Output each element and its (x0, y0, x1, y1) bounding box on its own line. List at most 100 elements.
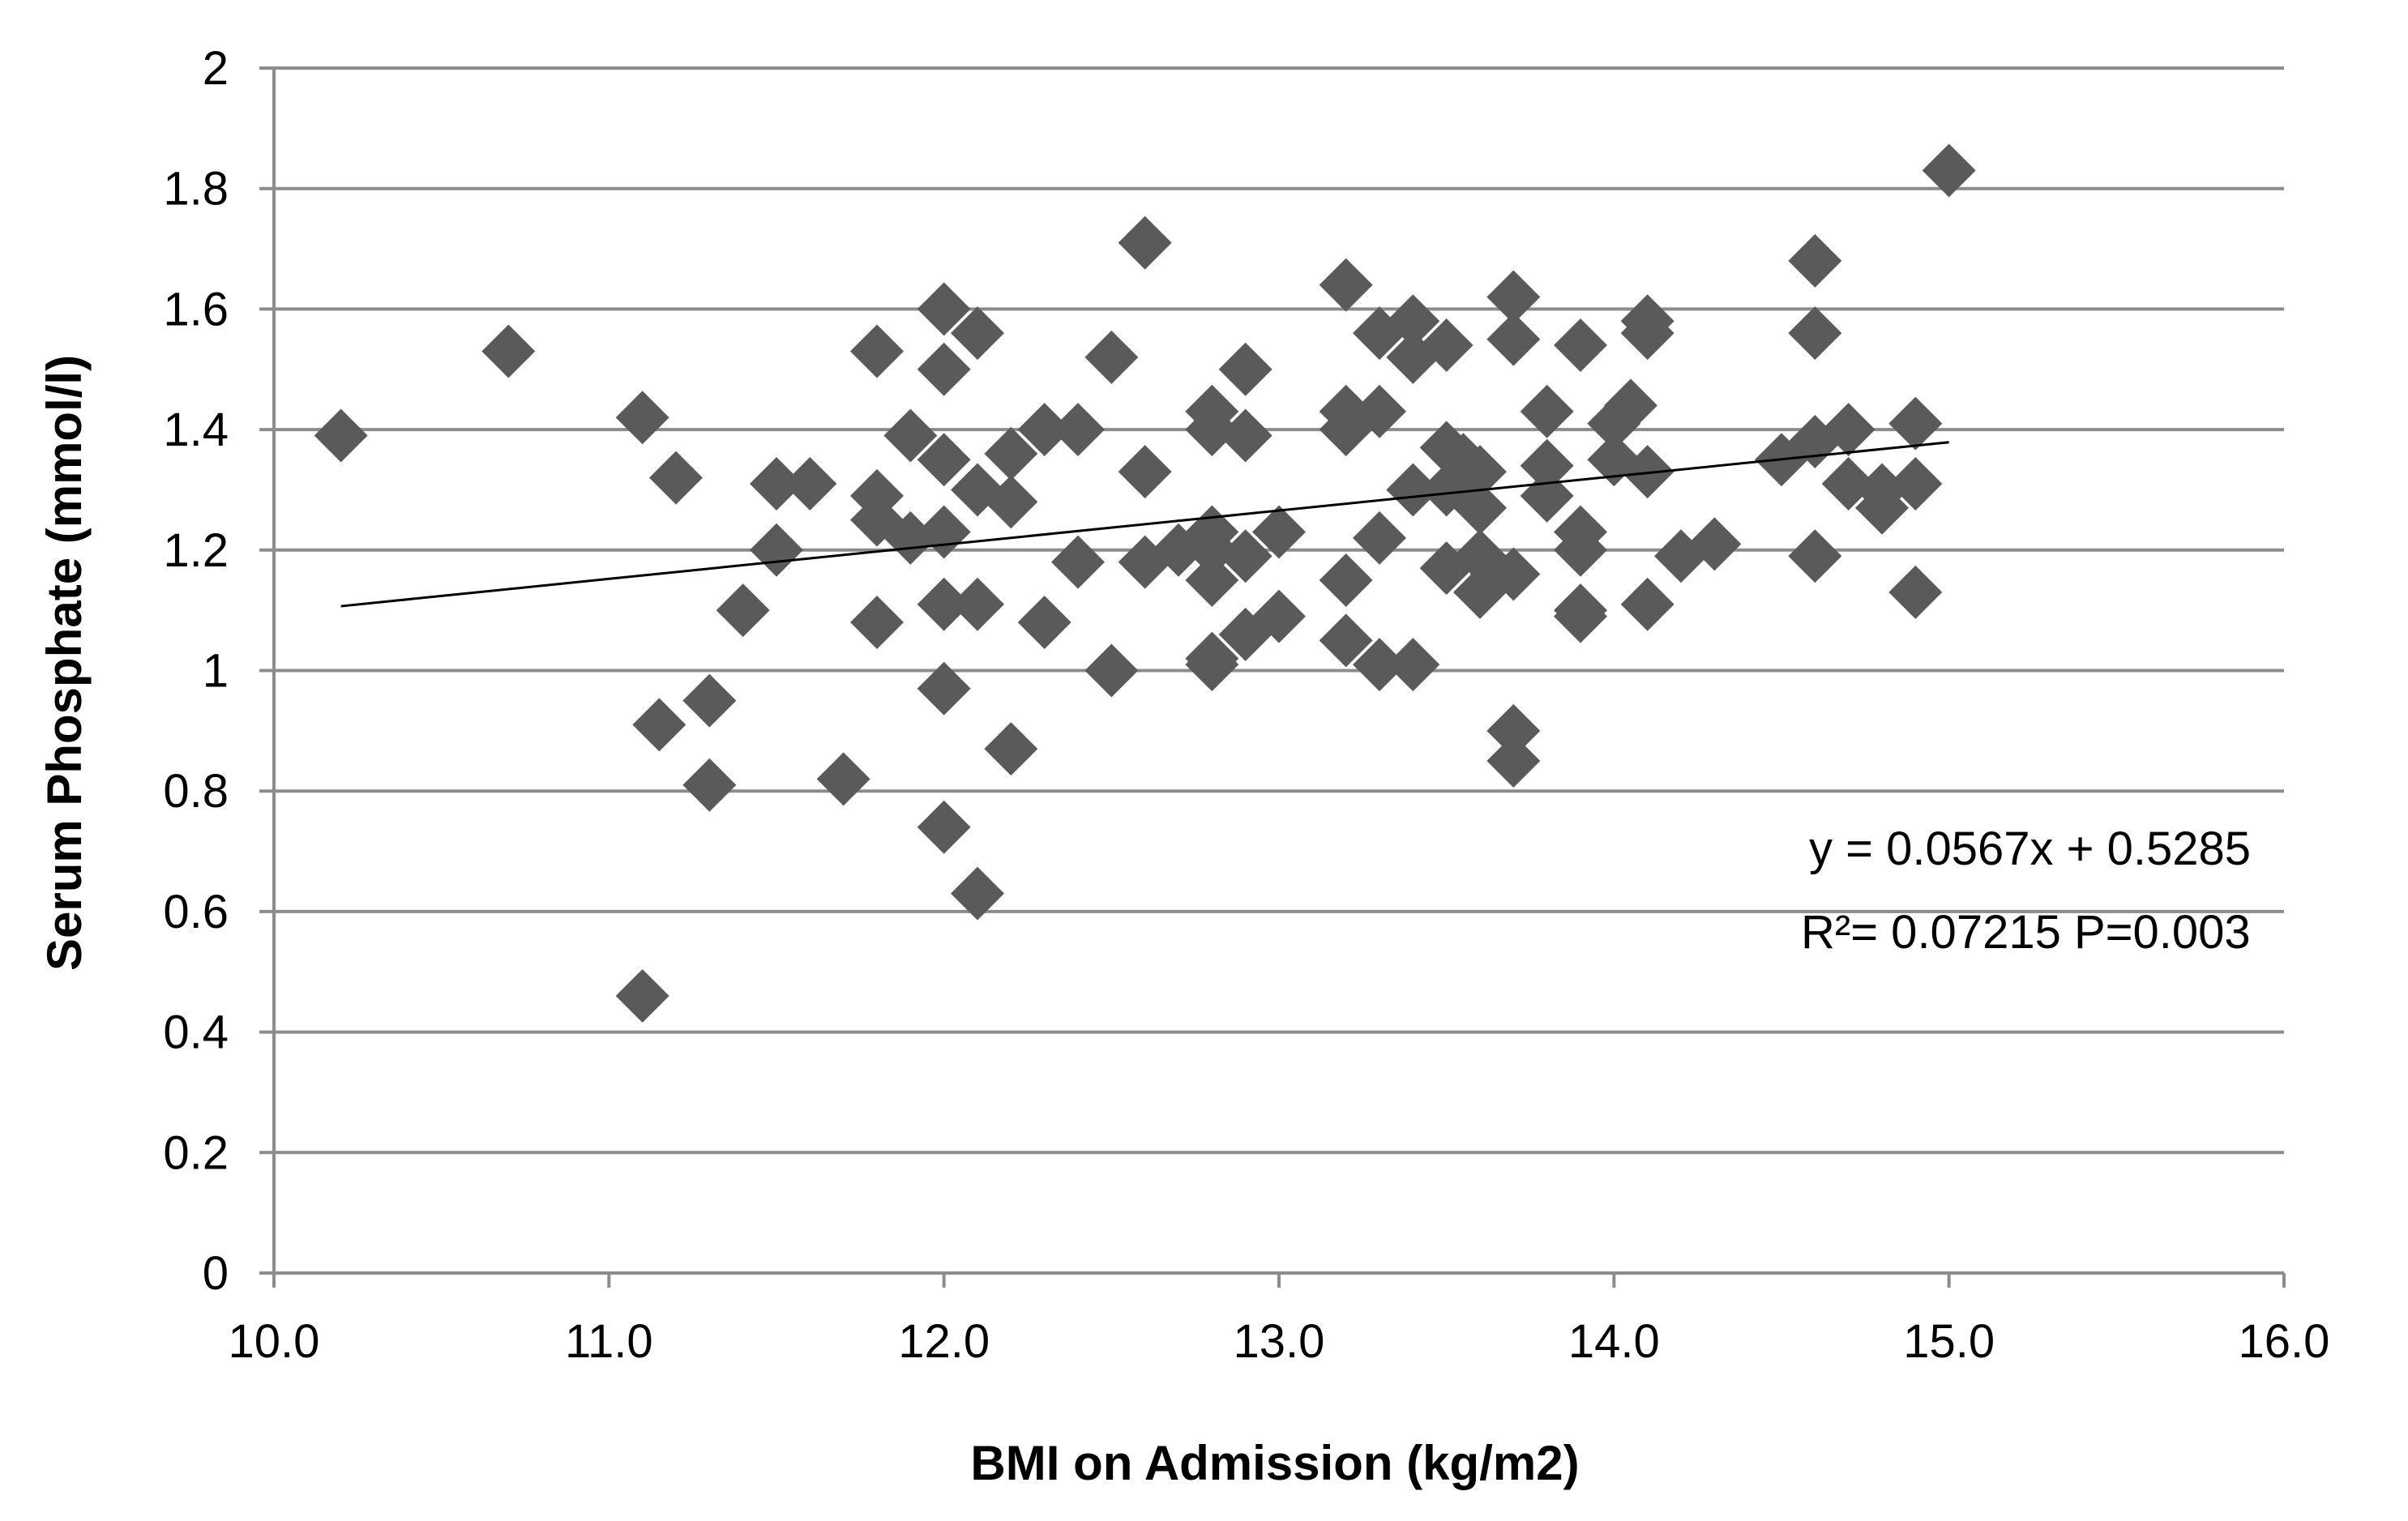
data-point (1855, 481, 1909, 535)
data-point (917, 282, 971, 336)
data-point (1118, 445, 1172, 499)
y-tick-label: 1.4 (163, 404, 229, 456)
y-tick-label: 1.2 (163, 524, 229, 577)
data-point (615, 968, 669, 1023)
data-point (1486, 734, 1541, 788)
data-point (716, 583, 770, 638)
data-point (615, 391, 669, 445)
r-squared-annotation: R²= 0.07215 P=0.003 (1801, 906, 2251, 959)
data-point (984, 426, 1038, 481)
x-tick-label: 15.0 (1903, 1315, 1995, 1368)
data-point (682, 758, 737, 812)
data-point (1118, 216, 1172, 270)
data-point (1520, 438, 1574, 493)
trendline (340, 441, 1949, 608)
data-point (1821, 457, 1876, 511)
data-point (1218, 342, 1272, 396)
y-tick-label: 0.2 (163, 1126, 229, 1179)
data-point (1218, 529, 1272, 583)
data-point (917, 433, 971, 487)
data-point (1051, 403, 1105, 457)
data-point (750, 457, 803, 511)
data-point (1620, 577, 1674, 631)
data-point (1051, 535, 1105, 589)
data-point (1185, 403, 1239, 457)
data-point (1486, 547, 1541, 601)
data-point (883, 408, 938, 463)
y-tick-labels: 0 0.2 0.4 0.6 0.8 1 1.2 1.4 1.6 1.8 2 (163, 42, 229, 1300)
x-tick-labels: 10.0 11.0 12.0 13.0 14.0 15.0 16.0 (229, 1273, 2330, 1368)
data-point (1486, 312, 1541, 366)
data-point (1554, 523, 1607, 577)
data-point (1353, 384, 1406, 438)
data-point (1888, 457, 1943, 511)
data-point (1888, 396, 1943, 451)
data-point (1419, 318, 1473, 373)
data-point (1017, 403, 1071, 457)
data-point (1620, 445, 1674, 499)
data-point (1084, 330, 1139, 384)
y-tick-label: 1.6 (163, 283, 229, 335)
y-tick-label: 0 (203, 1247, 229, 1300)
data-point (1319, 258, 1373, 312)
data-point (883, 511, 938, 565)
data-point (481, 324, 536, 378)
data-point (1017, 596, 1071, 650)
x-tick-label: 11.0 (565, 1315, 653, 1368)
x-axis-title: BMI on Admission (kg/m2) (970, 1436, 1579, 1490)
data-point (951, 866, 1004, 921)
data-point (1185, 523, 1239, 577)
data-point (850, 324, 904, 378)
data-point (682, 673, 737, 728)
y-tick-label: 0.6 (163, 886, 229, 938)
data-point (1386, 294, 1440, 348)
x-tick-label: 10.0 (229, 1315, 320, 1368)
y-axis-title: Serum Phosphate (mmol/l) (37, 355, 92, 971)
data-point (1620, 306, 1674, 361)
data-point (917, 800, 971, 854)
data-point (1486, 703, 1541, 758)
data-point (1554, 589, 1607, 643)
data-point (984, 475, 1038, 529)
x-tick-label: 12.0 (898, 1315, 990, 1368)
data-point (1788, 306, 1842, 361)
data-point (1084, 643, 1139, 698)
data-points (314, 143, 1976, 1023)
data-point (1319, 403, 1373, 457)
data-point (984, 722, 1038, 776)
data-point (1218, 408, 1272, 463)
data-point (1821, 403, 1876, 457)
data-point (750, 523, 803, 577)
data-point (816, 752, 870, 806)
data-point (783, 457, 837, 511)
data-point (850, 596, 904, 650)
data-point (1185, 638, 1239, 692)
data-point (1788, 233, 1842, 288)
data-point (1386, 638, 1440, 692)
y-tick-label: 1 (203, 645, 229, 698)
data-point (1788, 529, 1842, 583)
gridlines (259, 66, 2284, 1275)
data-point (951, 306, 1004, 361)
x-tick-label: 14.0 (1568, 1315, 1660, 1368)
x-tick-label: 13.0 (1234, 1315, 1325, 1368)
data-point (1319, 613, 1373, 668)
y-tick-label: 0.8 (163, 765, 229, 818)
data-point (1353, 638, 1406, 692)
data-point (649, 451, 703, 505)
data-point (1922, 143, 1976, 198)
data-point (1252, 589, 1306, 643)
x-tick-label: 16.0 (2239, 1315, 2330, 1368)
data-point (1520, 384, 1574, 438)
y-tick-label: 1.8 (163, 163, 229, 216)
data-point (917, 342, 971, 396)
data-point (1520, 468, 1574, 523)
data-point (1486, 270, 1541, 324)
data-point (632, 698, 686, 752)
data-point (1687, 517, 1742, 571)
data-point (1453, 445, 1507, 499)
data-point (1604, 378, 1657, 433)
data-point (1554, 318, 1607, 373)
y-tick-label: 2 (203, 42, 229, 95)
